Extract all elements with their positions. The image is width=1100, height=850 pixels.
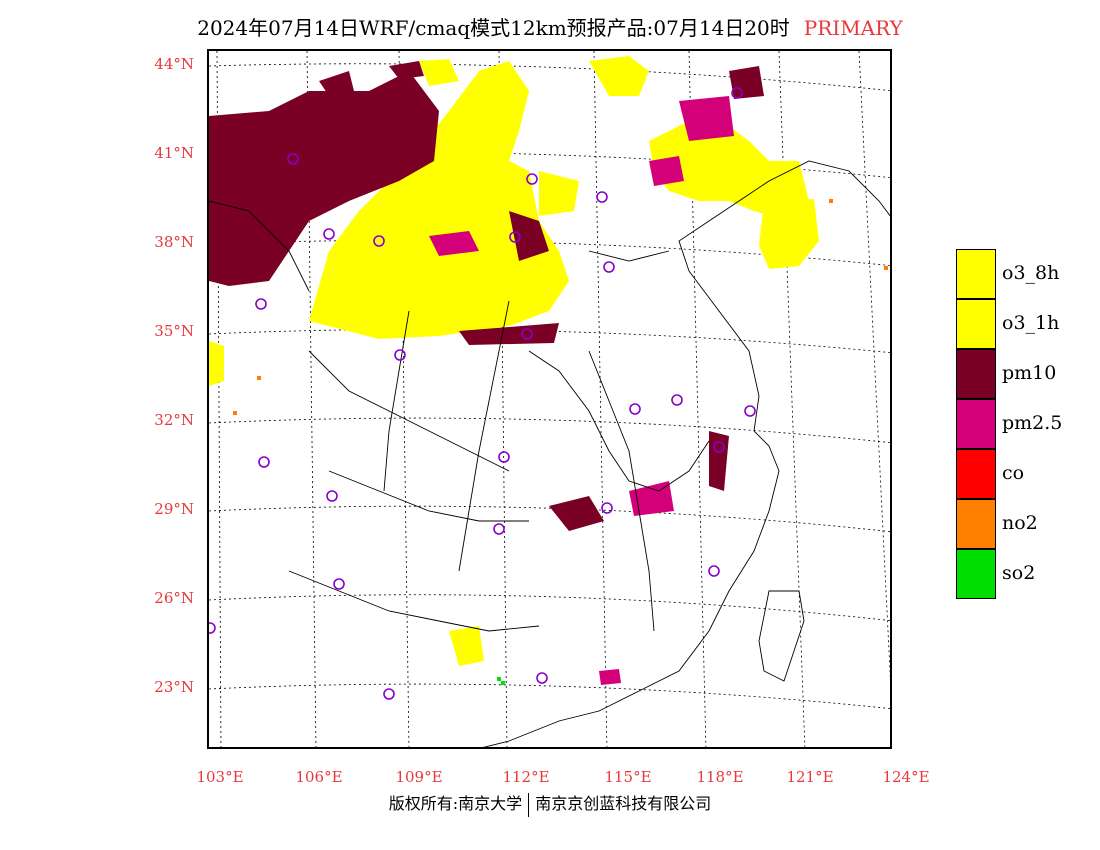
lat-label-44n: 44°N bbox=[154, 55, 194, 73]
lon-label-124e: 124°E bbox=[882, 768, 930, 786]
copyright-left: 版权所有:南京大学 bbox=[388, 794, 523, 813]
minor-pollutant-spots bbox=[233, 199, 888, 685]
primary-tag: PRIMARY bbox=[803, 16, 903, 40]
legend-swatch-o3-8h bbox=[956, 249, 996, 299]
footer-separator bbox=[528, 792, 530, 817]
legend-label-pm10: pm10 bbox=[1002, 362, 1057, 384]
lat-label-35n: 35°N bbox=[154, 322, 194, 340]
pollutant-legend: o3_8h o3_1h pm10 pm2.5 co no2 so2 bbox=[956, 249, 1096, 599]
lat-label-29n: 29°N bbox=[154, 500, 194, 518]
legend-item-so2: so2 bbox=[956, 549, 1096, 599]
legend-swatch-pm25 bbox=[956, 399, 996, 449]
legend-swatch-o3-1h bbox=[956, 299, 996, 349]
boundary-lines bbox=[209, 160, 890, 747]
lon-label-112e: 112°E bbox=[502, 768, 550, 786]
lon-label-106e: 106°E bbox=[295, 768, 343, 786]
legend-swatch-pm10 bbox=[956, 349, 996, 399]
legend-item-no2: no2 bbox=[956, 499, 1096, 549]
ozone-regions bbox=[209, 56, 819, 666]
title-text: 2024年07月14日WRF/cmaq模式12km预报产品:07月14日20时 bbox=[197, 16, 790, 40]
lat-label-41n: 41°N bbox=[154, 144, 194, 162]
legend-swatch-no2 bbox=[956, 499, 996, 549]
legend-item-o3-8h: o3_8h bbox=[956, 249, 1096, 299]
legend-label-pm25: pm2.5 bbox=[1002, 412, 1063, 434]
map-title: 2024年07月14日WRF/cmaq模式12km预报产品:07月14日20时 P… bbox=[0, 12, 1100, 41]
legend-label-o3-8h: o3_8h bbox=[1002, 262, 1060, 284]
map-panel bbox=[207, 49, 892, 749]
legend-swatch-co bbox=[956, 449, 996, 499]
station-markers bbox=[209, 87, 756, 700]
pollution-map bbox=[209, 51, 890, 747]
lon-label-103e: 103°E bbox=[196, 768, 244, 786]
legend-item-pm25: pm2.5 bbox=[956, 399, 1096, 449]
legend-swatch-so2 bbox=[956, 549, 996, 599]
legend-label-so2: so2 bbox=[1002, 562, 1036, 584]
pm25-regions bbox=[429, 96, 734, 685]
lat-label-23n: 23°N bbox=[154, 678, 194, 696]
legend-label-no2: no2 bbox=[1002, 512, 1038, 534]
legend-item-o3-1h: o3_1h bbox=[956, 299, 1096, 349]
copyright-footer: 版权所有:南京大学 南京京创蓝科技有限公司 bbox=[0, 790, 1100, 817]
legend-label-co: co bbox=[1002, 462, 1025, 484]
lon-label-121e: 121°E bbox=[786, 768, 834, 786]
lat-label-32n: 32°N bbox=[154, 411, 194, 429]
copyright-right: 南京京创蓝科技有限公司 bbox=[535, 794, 712, 813]
legend-item-pm10: pm10 bbox=[956, 349, 1096, 399]
legend-label-o3-1h: o3_1h bbox=[1002, 312, 1060, 334]
lon-label-118e: 118°E bbox=[696, 768, 744, 786]
legend-item-co: co bbox=[956, 449, 1096, 499]
lon-label-115e: 115°E bbox=[604, 768, 652, 786]
lat-label-26n: 26°N bbox=[154, 589, 194, 607]
lat-label-38n: 38°N bbox=[154, 233, 194, 251]
lon-label-109e: 109°E bbox=[395, 768, 443, 786]
